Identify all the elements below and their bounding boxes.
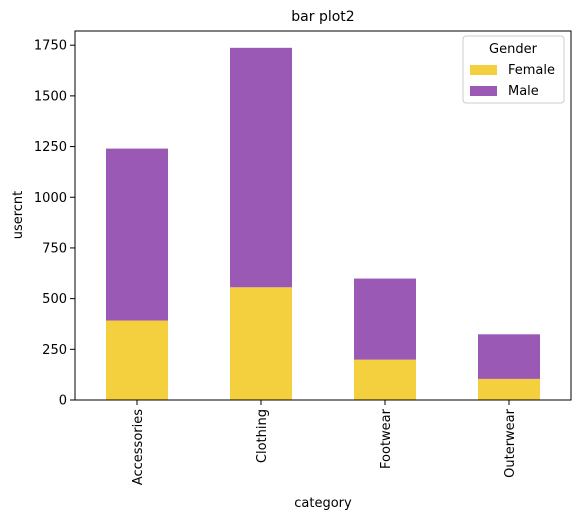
bar-female-footwear [354,359,416,400]
chart-title: bar plot2 [291,9,354,25]
bar-female-clothing [230,287,292,400]
y-tick-label: 750 [42,241,67,256]
x-axis-label: category [294,496,352,511]
legend-title: Gender [489,42,538,57]
y-tick-label: 1000 [34,191,67,206]
legend-label-male: Male [508,84,539,99]
x-axis-ticks: Accessories Clothing Footwear Outerwear [131,400,518,485]
y-tick-label: 1750 [34,39,67,54]
legend-label-female: Female [508,63,555,78]
y-tick-label: 250 [42,343,67,358]
bar-female-outerwear [478,378,540,400]
x-tick-label: Footwear [379,408,394,469]
bar-male-clothing [230,47,292,288]
plot-frame [74,30,572,401]
bar-female-accessories [106,320,168,400]
bar-male-footwear [354,278,416,360]
axes-group [74,30,572,401]
y-axis-ticks: 0 250 500 750 1000 1250 1500 1750 [34,39,75,409]
legend-swatch-female [470,65,497,75]
y-tick-label: 1250 [34,140,67,155]
x-tick-label: Clothing [255,409,270,463]
y-tick-label: 0 [59,394,67,409]
y-tick-label: 500 [42,292,67,307]
y-tick-label: 1500 [34,89,67,104]
x-tick-label: Outerwear [503,408,518,478]
legend: Gender Female Male [462,35,565,104]
legend-swatch-male [470,86,497,96]
bar-male-accessories [106,148,168,321]
x-tick-label: Accessories [131,409,146,485]
y-axis-label: usercnt [11,191,26,240]
bar-male-outerwear [478,334,540,379]
bars-group [106,47,540,400]
